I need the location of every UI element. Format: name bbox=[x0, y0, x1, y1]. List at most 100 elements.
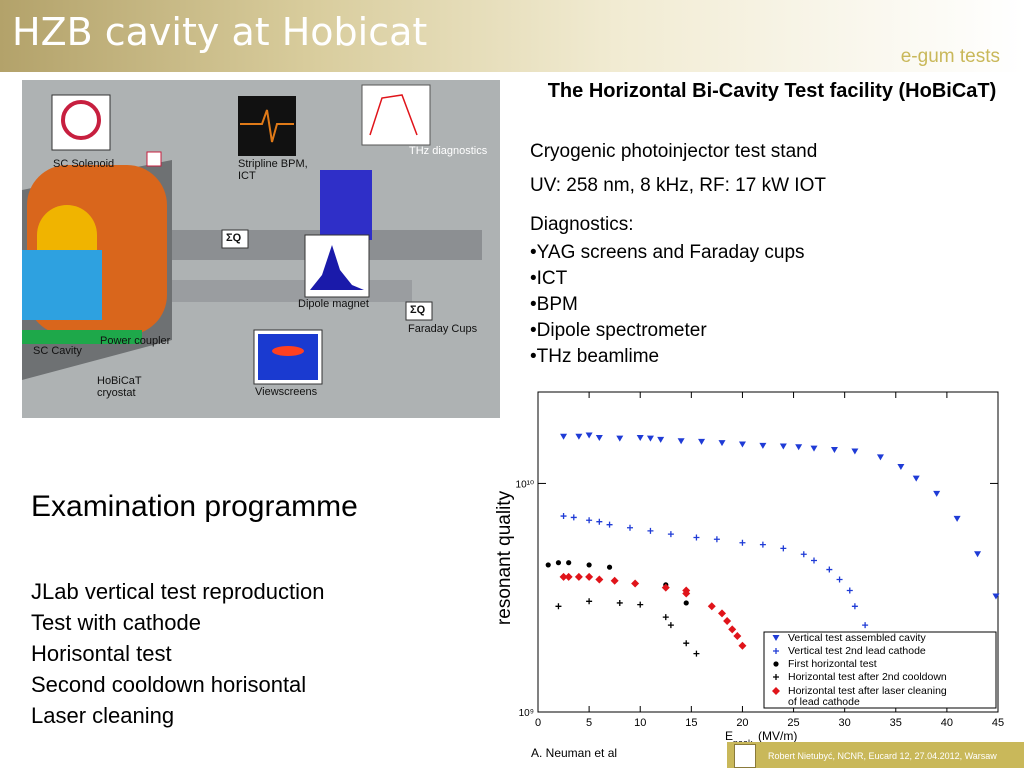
data-point bbox=[862, 622, 869, 629]
label-stripline: Stripline BPM, ICT bbox=[238, 158, 308, 182]
data-point bbox=[851, 448, 859, 455]
legend-label: First horizontal test bbox=[788, 658, 877, 670]
data-point bbox=[667, 622, 674, 629]
data-point bbox=[779, 443, 787, 450]
x-tick-label: 5 bbox=[586, 717, 592, 729]
x-tick-label: 20 bbox=[736, 717, 748, 729]
data-point bbox=[564, 572, 573, 581]
data-point bbox=[661, 583, 670, 592]
data-point bbox=[683, 640, 690, 647]
data-point bbox=[773, 648, 779, 654]
data-point bbox=[739, 539, 746, 546]
legend-label: Vertical test 2nd lead cathode bbox=[788, 645, 926, 657]
x-tick-label: 35 bbox=[890, 717, 902, 729]
label-power-coupler: Power coupler bbox=[100, 335, 171, 347]
data-point bbox=[647, 527, 654, 534]
facility-line-1: Cryogenic photoinjector test stand bbox=[530, 141, 818, 162]
x-axis-label-unit: (MV/m) bbox=[758, 729, 797, 743]
data-point bbox=[728, 625, 737, 634]
data-point bbox=[707, 602, 716, 611]
diagnostics-item: •Dipole spectrometer bbox=[530, 320, 707, 341]
slide-subtitle: e-gum tests bbox=[900, 46, 1000, 67]
data-point bbox=[677, 438, 685, 445]
exam-item: Test with cathode bbox=[31, 610, 201, 635]
exam-heading: Examination programme bbox=[31, 490, 358, 523]
data-point bbox=[606, 521, 613, 528]
sigma-q-icon-2: ΣQ bbox=[410, 304, 426, 316]
data-point bbox=[912, 475, 920, 482]
legend-label: Vertical test assembled cavity bbox=[788, 632, 926, 644]
data-point bbox=[646, 435, 654, 442]
data-point bbox=[772, 687, 780, 695]
diagnostics-title: Diagnostics: bbox=[530, 214, 634, 235]
label-viewscreens: Viewscreens bbox=[255, 386, 318, 398]
data-point bbox=[759, 541, 766, 548]
x-tick-label: 40 bbox=[941, 717, 953, 729]
data-point bbox=[595, 575, 604, 584]
data-point bbox=[657, 436, 665, 443]
facility-figure: SC Solenoid Stripline BPM, ICT THz diagn… bbox=[22, 80, 500, 418]
exam-item: Second cooldown horisontal bbox=[31, 672, 307, 697]
data-point bbox=[738, 441, 746, 448]
data-point bbox=[574, 572, 583, 581]
q-vs-e-chart: 0 5 10 15 20 25 30 35 40 45 10¹⁰ 10⁹ resonant qualit… bbox=[494, 391, 1004, 748]
data-point bbox=[559, 572, 568, 581]
data-point bbox=[545, 562, 551, 568]
y-tick-label: 10¹⁰ bbox=[516, 479, 534, 490]
data-point bbox=[733, 632, 742, 641]
data-point bbox=[795, 444, 803, 451]
label-sc-solenoid: SC Solenoid bbox=[53, 158, 115, 170]
x-tick-label: 15 bbox=[685, 717, 697, 729]
x-tick-label: 0 bbox=[535, 717, 541, 729]
data-point bbox=[566, 560, 572, 566]
data-point bbox=[836, 576, 843, 583]
data-point bbox=[772, 635, 780, 641]
data-point bbox=[876, 454, 884, 461]
data-point bbox=[693, 650, 700, 657]
data-point bbox=[773, 661, 779, 667]
data-point bbox=[555, 603, 562, 610]
data-point bbox=[560, 513, 567, 520]
data-point bbox=[718, 440, 726, 447]
data-point bbox=[933, 490, 941, 497]
data-point bbox=[683, 600, 689, 606]
footer-text: Robert Nietubyć, NCNR, Eucard 12, 27.04.… bbox=[768, 751, 997, 761]
exam-list: JLab vertical test reproduction Test wit… bbox=[31, 576, 325, 731]
diagnostics-item: •BPM bbox=[530, 294, 578, 315]
data-point bbox=[693, 534, 700, 541]
data-point bbox=[826, 566, 833, 573]
y-axis-label: resonant quality bbox=[494, 490, 515, 625]
data-point bbox=[713, 536, 720, 543]
data-point bbox=[570, 514, 577, 521]
data-point bbox=[575, 433, 583, 440]
x-tick-label: 10 bbox=[634, 717, 646, 729]
label-dipole: Dipole magnet bbox=[298, 298, 369, 310]
data-point bbox=[851, 603, 858, 610]
legend-label: Horizontal test after 2nd cooldown bbox=[788, 671, 947, 683]
header-bar: HZB cavity at Hobicat e-gum tests bbox=[0, 0, 1024, 72]
label-sc-cavity: SC Cavity bbox=[33, 345, 82, 357]
facility-line-2: UV: 258 nm, 8 kHz, RF: 17 kW IOT bbox=[530, 175, 826, 196]
footer-bar bbox=[727, 742, 1024, 768]
data-point bbox=[992, 593, 1000, 600]
legend-box bbox=[763, 631, 997, 709]
data-point bbox=[780, 545, 787, 552]
footer-logo-icon bbox=[734, 744, 756, 768]
x-axis-label: E bbox=[725, 729, 733, 743]
data-point bbox=[586, 598, 593, 605]
data-point bbox=[637, 601, 644, 608]
label-thz: THz diagnostics bbox=[409, 145, 488, 157]
data-point bbox=[698, 438, 706, 445]
data-point bbox=[974, 551, 982, 558]
data-point bbox=[586, 517, 593, 524]
data-point bbox=[627, 524, 633, 531]
data-point bbox=[586, 562, 592, 568]
data-point bbox=[800, 551, 807, 558]
data-point bbox=[631, 579, 640, 588]
y-tick-label: 10⁹ bbox=[519, 708, 534, 719]
credit-text: A. Neuman et al bbox=[531, 746, 618, 760]
facility-illustration bbox=[22, 80, 500, 418]
data-point bbox=[596, 518, 603, 525]
data-point bbox=[616, 435, 624, 442]
exam-item: Horisontal test bbox=[31, 641, 172, 666]
